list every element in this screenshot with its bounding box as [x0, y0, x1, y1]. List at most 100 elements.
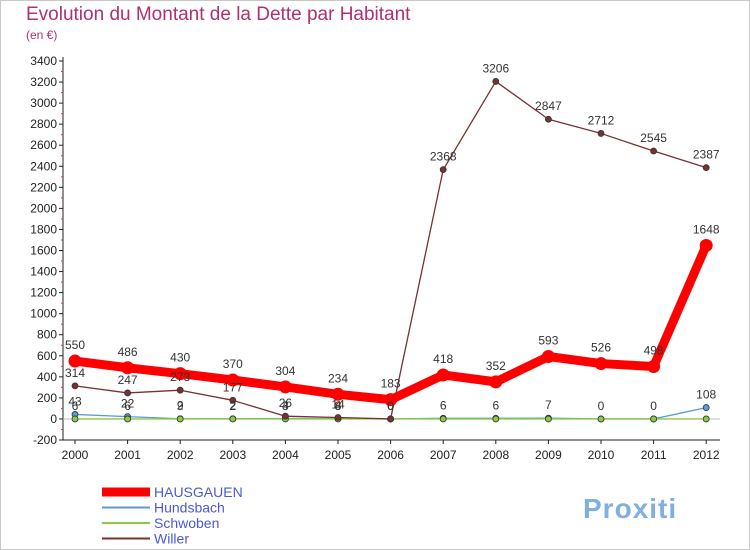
- data-point-schwoben: [439, 415, 447, 423]
- data-point-hausgauen: [384, 393, 398, 407]
- data-label-hausgauen: 418: [433, 352, 453, 366]
- legend-label-hausgauen: HAUSGAUEN: [154, 484, 243, 500]
- data-point-hundsbach: [702, 404, 710, 411]
- data-label-schwoben: 6: [124, 399, 131, 413]
- data-label-hundsbach: 0: [598, 399, 605, 413]
- data-label-hausgauen: 498: [644, 344, 664, 358]
- data-point-willer: [71, 382, 79, 390]
- data-point-schwoben: [124, 415, 131, 423]
- data-label-willer: 273: [170, 370, 190, 384]
- data-point-schwoben: [176, 415, 184, 423]
- data-label-hausgauen: 550: [65, 338, 85, 352]
- data-label-hundsbach: 0: [650, 399, 657, 413]
- x-tick-label: 2010: [588, 448, 615, 462]
- data-label-schwoben: 8: [335, 399, 342, 413]
- data-point-willer: [439, 166, 447, 174]
- data-point-willer: [124, 389, 131, 397]
- y-tick-label: 3400: [30, 54, 57, 68]
- y-tick-label: 1600: [30, 244, 57, 258]
- data-label-schwoben: 0: [387, 399, 394, 413]
- data-label-hausgauen: 593: [538, 334, 558, 348]
- data-label-willer: 314: [65, 366, 85, 380]
- x-tick-label: 2011: [641, 448, 667, 462]
- data-point-schwoben: [597, 415, 605, 423]
- y-tick-label: 3200: [30, 75, 57, 89]
- brand-logo-text: Proxiti: [583, 493, 677, 524]
- data-label-willer: 2712: [588, 113, 615, 127]
- y-tick-label: 1000: [30, 307, 57, 321]
- y-tick-label: 2200: [30, 180, 57, 194]
- y-tick-label: 2800: [30, 117, 57, 131]
- data-label-schwoben: 6: [72, 399, 79, 413]
- data-label-hausgauen: 370: [223, 357, 243, 371]
- x-tick-label: 2000: [62, 448, 89, 462]
- data-point-schwoben: [229, 415, 237, 423]
- x-tick-label: 2008: [482, 448, 509, 462]
- legend-label-willer: Willer: [154, 531, 189, 547]
- y-tick-label: 0: [50, 412, 57, 426]
- x-tick-label: 2009: [535, 448, 562, 462]
- data-label-hundsbach: 6: [440, 398, 447, 412]
- y-tick-label: 400: [37, 370, 57, 384]
- legend-label-hundsbach: Hundsbach: [154, 500, 225, 516]
- y-tick-label: 200: [37, 391, 57, 405]
- data-label-hausgauen: 352: [486, 359, 506, 373]
- chart-subtitle: (en €): [26, 28, 58, 42]
- data-point-hausgauen: [173, 367, 187, 381]
- data-label-hundsbach: 4: [335, 399, 342, 413]
- data-label-hundsbach: 2: [177, 399, 184, 413]
- data-point-hausgauen: [278, 380, 292, 394]
- data-point-hausgauen: [489, 375, 503, 389]
- y-tick-label: -200: [33, 433, 57, 447]
- x-tick-label: 2007: [430, 448, 457, 462]
- x-tick-label: 2004: [272, 448, 299, 462]
- data-label-schwoben: 3: [282, 399, 289, 413]
- data-label-hundsbach: 22: [121, 397, 135, 411]
- data-label-willer: 2847: [535, 99, 562, 113]
- x-tick-label: 2003: [219, 448, 246, 462]
- data-point-schwoben: [71, 415, 79, 423]
- data-label-hundsbach: 7: [545, 398, 552, 412]
- data-point-schwoben: [702, 415, 710, 423]
- data-point-hausgauen: [541, 350, 555, 364]
- y-tick-label: 600: [37, 349, 57, 363]
- data-label-hundsbach: 4: [282, 399, 289, 413]
- series-lines: [68, 78, 713, 423]
- data-point-willer: [492, 78, 500, 85]
- data-label-hundsbach: 2: [229, 399, 236, 413]
- data-label-schwoben: 9: [177, 399, 184, 413]
- data-label-willer: 3206: [482, 61, 509, 75]
- y-tick-label: 1800: [30, 222, 57, 236]
- data-point-willer: [281, 412, 289, 420]
- chart-title: Evolution du Montant de la Dette par Hab…: [26, 4, 411, 25]
- x-ticks: 2000 2001 2002 2003 2004 2005 2006 2007 2008 2009…: [62, 440, 720, 462]
- data-point-willer: [702, 164, 710, 172]
- data-point-hausgauen: [68, 354, 82, 368]
- data-point-hausgauen: [594, 357, 608, 371]
- data-label-hausgauen: 430: [170, 351, 190, 365]
- data-label-hundsbach: 6: [492, 398, 499, 412]
- x-tick-label: 2002: [167, 448, 194, 462]
- data-point-hausgauen: [226, 373, 240, 387]
- y-tick-label: 800: [37, 328, 57, 342]
- data-label-willer: 177: [223, 380, 243, 394]
- data-point-willer: [229, 396, 237, 404]
- data-point-willer: [545, 115, 552, 123]
- data-point-schwoben: [650, 415, 657, 423]
- data-point-willer: [176, 386, 184, 394]
- y-ticks: -200 0 200 400 600 800 1000 1200 1400 1600 1800 200…: [30, 54, 63, 447]
- data-label-willer: 2368: [430, 150, 457, 164]
- x-tick-label: 2012: [693, 448, 720, 462]
- y-tick-label: 2400: [30, 159, 57, 173]
- legend-label-schwoben: Schwoben: [154, 515, 219, 531]
- y-tick-label: 2000: [30, 201, 57, 215]
- data-label-hausgauen: 526: [591, 341, 611, 355]
- data-point-hausgauen: [699, 238, 713, 252]
- data-point-willer: [334, 414, 342, 421]
- data-point-hausgauen: [647, 360, 661, 374]
- data-label-hundsbach: 43: [68, 394, 82, 408]
